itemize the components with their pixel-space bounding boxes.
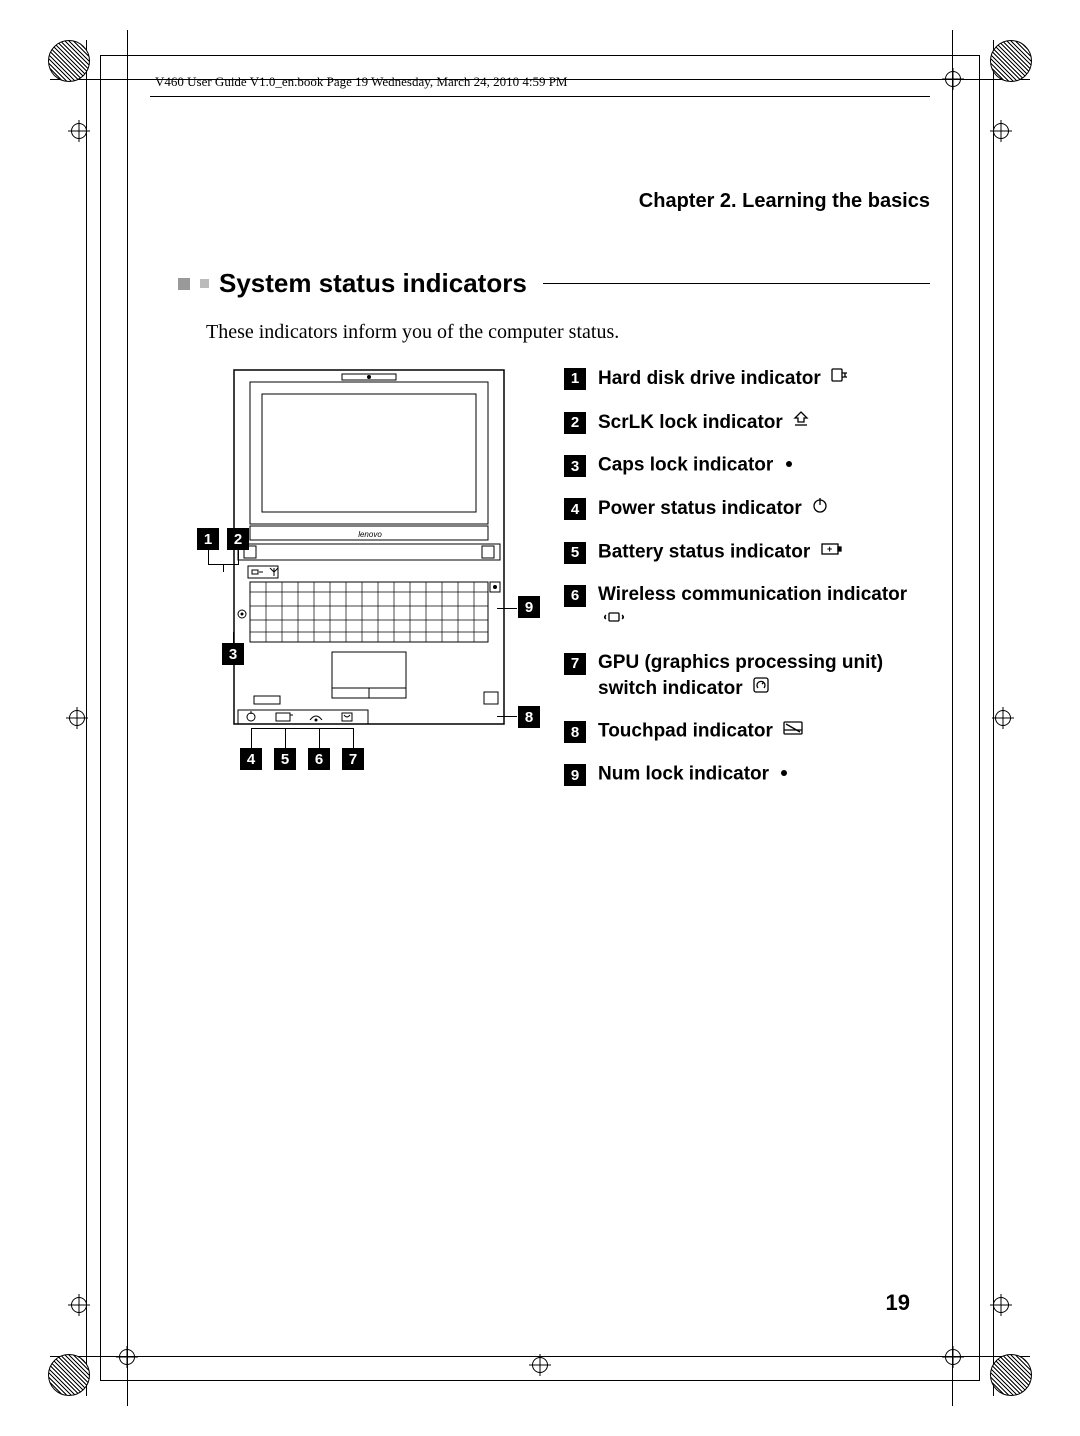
diagram-callout: 2 xyxy=(227,528,249,550)
registration-mark xyxy=(68,1294,90,1316)
bullet-square-icon xyxy=(200,279,209,288)
title-rule xyxy=(543,283,930,284)
registration-mark xyxy=(116,1346,138,1368)
bullet-square-icon xyxy=(178,278,190,290)
registration-mark xyxy=(68,120,90,142)
registration-mark xyxy=(942,68,964,90)
leader-line xyxy=(251,728,354,729)
laptop-svg: lenovo xyxy=(192,366,542,786)
leader-line xyxy=(285,728,286,748)
indicator-label: Hard disk drive indicator xyxy=(598,366,930,392)
leader-line xyxy=(497,716,517,717)
crop-disc xyxy=(990,40,1032,82)
indicator-item: 8 Touchpad indicator xyxy=(564,719,930,744)
svg-text:lenovo: lenovo xyxy=(358,530,382,539)
diagram-callout: 5 xyxy=(274,748,296,770)
section-title-row: System status indicators xyxy=(178,268,930,299)
leader-line xyxy=(223,564,224,572)
leader-line xyxy=(208,550,209,564)
indicator-item: 6 Wireless communication indicator xyxy=(564,583,930,633)
indicator-number: 3 xyxy=(564,455,586,477)
crop-disc xyxy=(48,1354,90,1396)
indicator-label: GPU (graphics processing unit) switch in… xyxy=(598,651,930,701)
chapter-label: Chapter 2. Learning the basics xyxy=(178,190,930,213)
indicator-item: 5 Battery status indicator + xyxy=(564,540,930,565)
registration-mark xyxy=(529,1354,551,1376)
indicator-item: 7 GPU (graphics processing unit) switch i… xyxy=(564,651,930,701)
leader-line xyxy=(353,728,354,748)
indicator-label: Caps lock indicator xyxy=(598,453,930,478)
content-area: Chapter 2. Learning the basics System st… xyxy=(178,190,930,805)
diagram-callout: 9 xyxy=(518,596,540,618)
crop-disc xyxy=(990,1354,1032,1396)
header-text: V460 User Guide V1.0_en.book Page 19 Wed… xyxy=(155,74,568,90)
crop-line xyxy=(127,30,128,1406)
registration-mark xyxy=(990,1294,1012,1316)
indicator-item: 9 Num lock indicator xyxy=(564,762,930,787)
wifi-icon xyxy=(602,608,626,633)
indicator-number: 2 xyxy=(564,412,586,434)
crop-disc xyxy=(48,40,90,82)
dot-icon xyxy=(783,453,795,478)
indicator-number: 7 xyxy=(564,653,586,675)
page-number: 19 xyxy=(886,1290,910,1316)
crop-line xyxy=(952,30,953,1406)
diagram-callout: 6 xyxy=(308,748,330,770)
indicator-item: 2 ScrLK lock indicator xyxy=(564,410,930,436)
section-title: System status indicators xyxy=(219,268,527,299)
indicator-number: 9 xyxy=(564,764,586,786)
indicator-label: Num lock indicator xyxy=(598,762,930,787)
intro-text: These indicators inform you of the compu… xyxy=(206,321,930,344)
registration-mark xyxy=(992,707,1014,729)
registration-mark xyxy=(66,707,88,729)
svg-text:+: + xyxy=(827,544,832,554)
gpu-icon xyxy=(752,676,770,702)
indicator-number: 8 xyxy=(564,721,586,743)
diagram-callout: 7 xyxy=(342,748,364,770)
header-rule xyxy=(150,96,930,97)
laptop-diagram: lenovo xyxy=(192,366,542,805)
indicator-number: 5 xyxy=(564,542,586,564)
indicator-number: 1 xyxy=(564,368,586,390)
registration-mark xyxy=(990,120,1012,142)
indicator-label: Wireless communication indicator xyxy=(598,583,930,633)
diagram-callout: 3 xyxy=(222,643,244,665)
hdd-icon xyxy=(830,366,850,392)
dot-icon xyxy=(778,762,790,787)
indicator-label: Touchpad indicator xyxy=(598,719,930,744)
indicator-item: 3 Caps lock indicator xyxy=(564,453,930,478)
indicator-label: Power status indicator xyxy=(598,496,930,522)
diagram-callout: 4 xyxy=(240,748,262,770)
indicator-number: 4 xyxy=(564,498,586,520)
leader-line xyxy=(251,728,252,748)
indicator-item: 4 Power status indicator xyxy=(564,496,930,522)
indicator-number: 6 xyxy=(564,585,586,607)
body-columns: lenovo xyxy=(192,366,930,805)
indicator-label: Battery status indicator + xyxy=(598,540,930,565)
touchpad-icon xyxy=(782,719,804,744)
indicator-item: 1 Hard disk drive indicator xyxy=(564,366,930,392)
diagram-callout: 8 xyxy=(518,706,540,728)
leader-line xyxy=(233,632,234,644)
leader-line xyxy=(238,550,239,564)
leader-line xyxy=(497,608,517,609)
indicator-list: 1 Hard disk drive indicator 2 ScrLK lock i… xyxy=(564,366,930,805)
diagram-callout: 1 xyxy=(197,528,219,550)
power-icon xyxy=(811,496,829,522)
battery-icon: + xyxy=(820,540,844,565)
leader-line xyxy=(319,728,320,748)
scrlk-icon xyxy=(792,410,810,436)
registration-mark xyxy=(942,1346,964,1368)
indicator-label: ScrLK lock indicator xyxy=(598,410,930,436)
page: V460 User Guide V1.0_en.book Page 19 Wed… xyxy=(0,0,1080,1436)
